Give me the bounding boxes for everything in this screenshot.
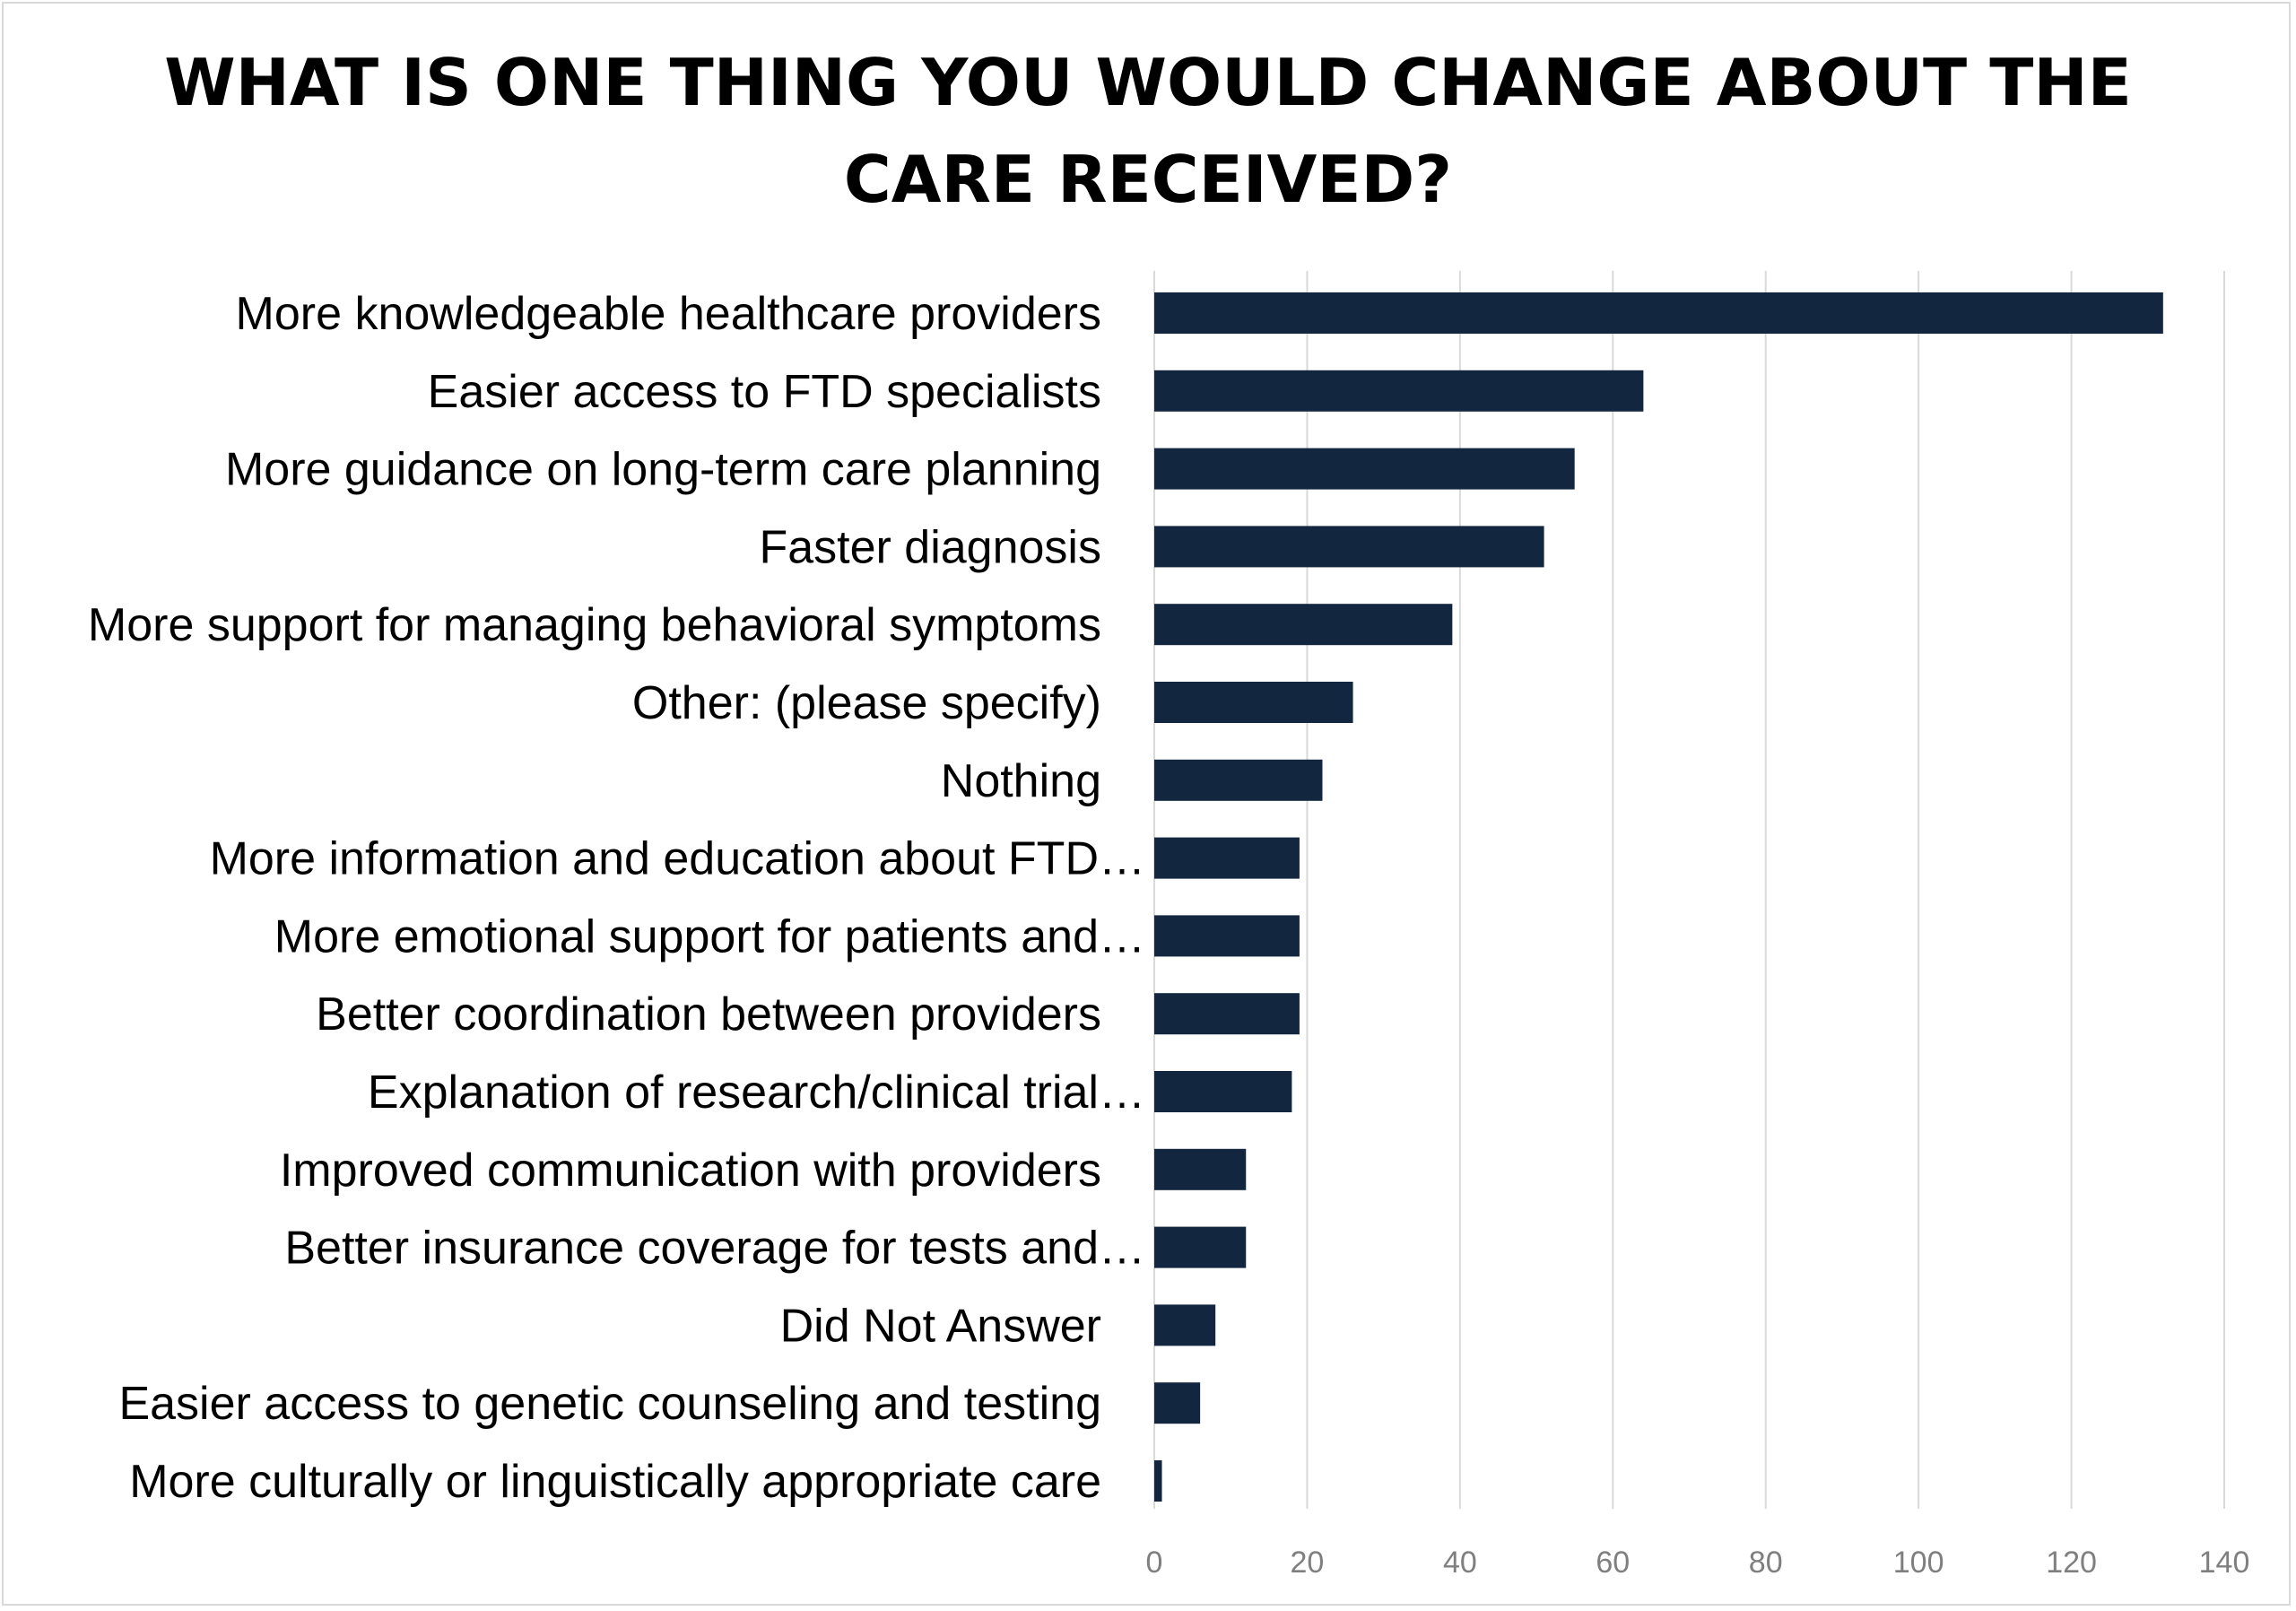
x-tick-label: 120 — [2046, 1546, 2097, 1580]
x-tick-label: 80 — [1749, 1546, 1783, 1580]
category-label: More emotional support for patients and… — [274, 910, 1145, 962]
category-label: Easier access to FTD specialists — [428, 366, 1101, 418]
category-label: More culturally or linguistically approp… — [129, 1456, 1101, 1508]
bar — [1154, 1382, 1201, 1424]
category-label: Better coordination between providers — [316, 988, 1101, 1041]
category-label: More knowledgeable healthcare providers — [236, 288, 1101, 340]
x-tick-label: 140 — [2199, 1546, 2250, 1580]
category-label: Improved communication with providers — [280, 1145, 1101, 1197]
category-label: Explanation of research/clinical trial… — [368, 1067, 1145, 1119]
category-label: Other: (please specify) — [632, 677, 1101, 729]
category-label: Easier access to genetic counseling and … — [118, 1378, 1101, 1430]
bar — [1154, 1460, 1162, 1502]
x-tick-label: 40 — [1443, 1546, 1477, 1580]
x-axis-tick-labels: 0 20 40 60 80 100 120 140 — [1146, 1546, 2250, 1580]
category-label: More support for managing behavioral sym… — [88, 599, 1101, 651]
category-label: Did Not Answer — [780, 1300, 1101, 1352]
bar — [1154, 759, 1323, 801]
x-tick-label: 100 — [1893, 1546, 1944, 1580]
bar — [1154, 837, 1300, 879]
bar — [1154, 370, 1644, 412]
bar — [1154, 604, 1453, 646]
bar — [1154, 526, 1544, 568]
bar — [1154, 1148, 1247, 1190]
bar — [1154, 682, 1353, 723]
bar — [1154, 1226, 1247, 1268]
x-tick-label: 0 — [1146, 1546, 1163, 1580]
chart-title: WHAT IS ONE THING YOU WOULD CHANGE ABOUT… — [164, 45, 2132, 217]
category-label: Better insurance coverage for tests and… — [284, 1223, 1145, 1275]
category-label: Nothing — [941, 755, 1101, 807]
bar — [1154, 1071, 1292, 1112]
bars — [1154, 292, 2163, 1502]
bar — [1154, 448, 1575, 490]
bar — [1154, 292, 2163, 334]
bar — [1154, 915, 1300, 957]
category-label: Faster diagnosis — [759, 521, 1101, 573]
bar — [1154, 1304, 1216, 1346]
bar — [1154, 993, 1300, 1035]
category-label: More information and education about FTD… — [210, 833, 1145, 885]
x-tick-label: 60 — [1596, 1546, 1630, 1580]
category-label: More guidance on long-term care planning — [225, 444, 1101, 496]
category-labels: More knowledgeable healthcare providers E… — [88, 288, 1145, 1508]
x-tick-label: 20 — [1291, 1546, 1325, 1580]
